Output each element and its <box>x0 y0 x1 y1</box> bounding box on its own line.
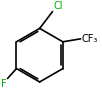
Text: F: F <box>1 79 7 89</box>
Text: CF₃: CF₃ <box>82 34 98 44</box>
Text: Cl: Cl <box>54 1 63 11</box>
